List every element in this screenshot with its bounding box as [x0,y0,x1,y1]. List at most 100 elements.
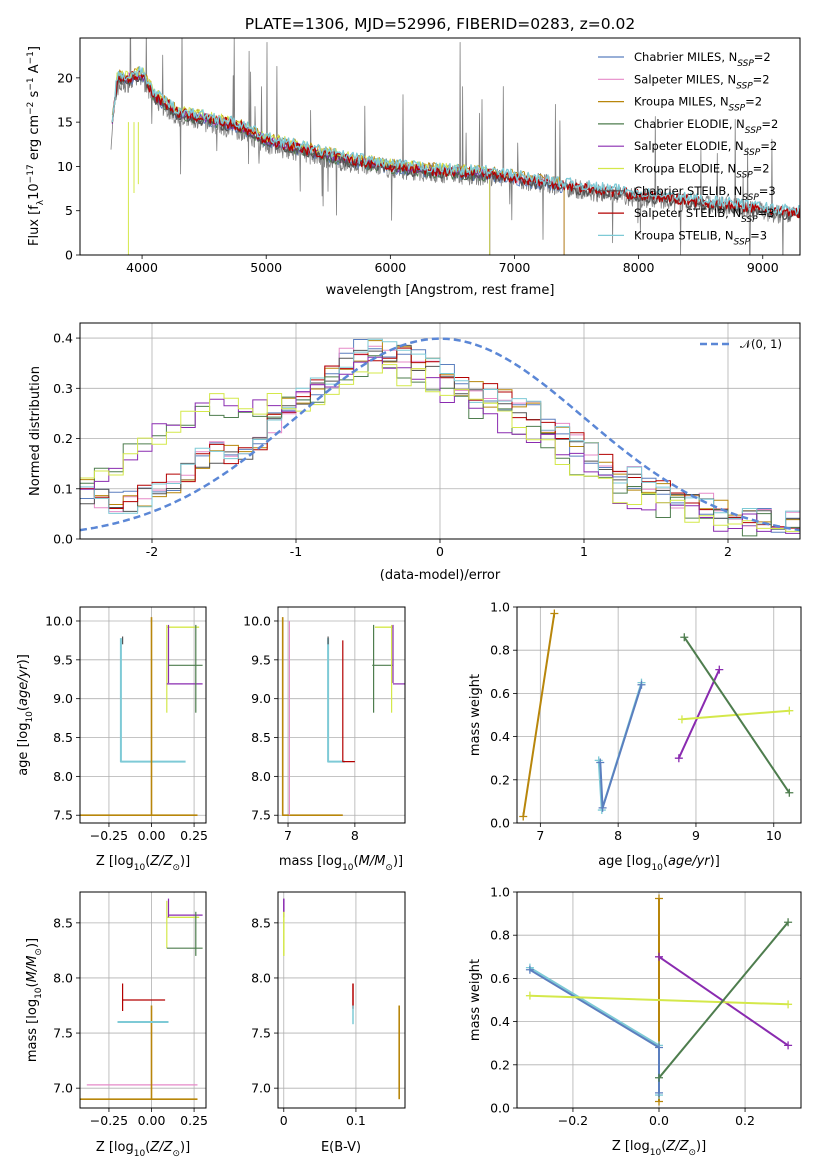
data-point [655,894,663,903]
x-tick-label: 0.0 [649,1113,669,1128]
grid [278,607,405,823]
y-axis-label: mass weight [468,674,483,756]
axes-frame [277,891,406,1109]
mass-vs-metallicity-panel: −0.25 0.00 0.25 7.0 7.5 8.0 8.5 Z [log10(Z/Z⊙)]… [25,891,208,1159]
axes-frame [79,606,207,824]
axes-frame [516,606,802,824]
axes-frame [516,891,802,1109]
x-tick-label: 7 [536,828,544,843]
y-tick-label: 8.0 [251,970,271,985]
axes-frame [79,322,801,540]
x-tick-label: 0 [280,1113,288,1128]
marker-line-2 [281,617,343,816]
y-tick-label: 20 [57,70,73,85]
mass-vs-ebv-panel: 0 0.1 7.0 7.5 8.0 8.5 E(B-V) [251,891,406,1155]
data-point [596,758,605,767]
x-axis-label: (data-model)/error [380,568,501,583]
histogram-elodie-2 [80,364,800,532]
data-point [677,715,686,724]
plot-area [519,609,794,821]
legend-entry: Salpeter STELIB, NSSP=3 [634,206,775,225]
data-point [674,754,683,763]
y-tick-label: 0.2 [490,772,510,787]
x-tick-label: −0.25 [90,1113,128,1128]
y-tick-label: 0.0 [53,532,73,547]
y-tick-label: 7.5 [53,1026,73,1041]
data-point [655,952,663,961]
weight-series-5 [683,636,791,794]
x-tick-label: 5000 [250,260,282,275]
weight-series-1 [529,966,660,1095]
legend-entry: Kroupa ELODIE, NSSP=2 [634,162,770,181]
x-axis-label: wavelength [Angstrom, rest frame] [326,283,555,298]
plot-area [281,617,405,816]
plot-area [80,337,800,537]
y-tick-label: 0 [65,248,73,263]
y-tick-label: 8.5 [251,915,271,930]
y-tick-label: 15 [57,115,73,130]
y-tick-label: 7.0 [53,1081,73,1096]
normal-reference-curve [80,337,800,532]
y-tick-label: 8.0 [251,769,271,784]
x-tick-label: 0 [436,544,444,559]
x-tick-label: 0.1 [346,1113,366,1128]
model-spectrum-5 [111,67,491,255]
y-tick-label: 8.5 [53,915,73,930]
y-tick-label: 0.6 [490,971,510,986]
y-tick-label: 0.8 [490,643,510,658]
legend-entry: Kroupa MILES, NSSP=2 [634,95,762,114]
legend: Chabrier MILES, NSSP=2 Salpeter MILES, NS… [598,50,778,247]
x-tick-label: 7 [284,828,292,843]
grid [80,607,206,823]
weight-series-3 [677,669,721,759]
spectrum-panel: 4000 5000 6000 7000 8000 9000 0 5 10 15 20 waveleng… [26,37,801,298]
y-tick-label: 9.0 [251,691,271,706]
weight-vs-metallicity-panel: −0.2 0.0 0.2 0.0 0.2 0.4 0.6 0.8 1.0 Z [log10(Z/Z… [468,885,802,1158]
weight-series-2 [529,968,660,1093]
marker-line-0 [327,638,345,763]
x-tick-label: 0.25 [180,1113,208,1128]
data-point [525,991,534,1000]
axes-frame [79,37,801,256]
y-tick-label: 9.5 [53,652,73,667]
legend-entry: Chabrier MILES, NSSP=2 [634,50,771,69]
x-tick-label: −0.2 [558,1113,588,1128]
y-tick-label: 0.2 [490,1057,510,1072]
marker-line-0 [119,638,186,763]
legend-entry: 𝒩(0, 1) [740,337,782,351]
legend-entry: Salpeter MILES, NSSP=2 [634,72,770,91]
grid [80,323,800,540]
model-spectrum-0 [111,73,565,255]
y-tick-label: 0.4 [490,729,510,744]
y-tick-label: 0.4 [490,1014,510,1029]
x-axis-label: mass [log10(M/M⊙)] [279,854,403,873]
x-tick-label: 0.25 [180,828,208,843]
y-tick-label: 7.5 [53,808,73,823]
y-tick-label: 0.8 [490,928,510,943]
y-tick-label: 0.0 [490,1101,510,1116]
x-tick-label: 0.00 [138,1113,166,1128]
data-point [655,1088,663,1097]
plot-area [110,38,800,255]
y-tick-label: 0.2 [53,431,73,446]
age-vs-mass-panel: 7 8 7.5 8.0 8.5 9.0 9.5 10.0 mass [log10(M/M⊙)] [243,606,406,873]
y-tick-label: 8.5 [53,730,73,745]
y-tick-label: 1.0 [490,600,510,615]
y-axis-label: age [log10(age/yr)] [16,654,35,776]
x-axis-label: Z [log10(Z/Z⊙)] [612,1139,706,1158]
x-axis-label: Z [log10(Z/Z⊙)] [96,854,190,873]
y-tick-label: 10 [57,159,73,174]
data-point [598,803,607,812]
x-tick-label: 1 [580,544,588,559]
histogram-elodie-1 [80,356,800,534]
x-tick-label: 4000 [126,260,158,275]
age-vs-metallicity-panel: −0.25 0.00 0.25 7.5 8.0 8.5 9.0 9.5 10.0 Z [log10… [16,606,208,873]
data-point [637,680,646,689]
x-tick-label: 2 [724,544,732,559]
plot-area [80,617,203,816]
y-tick-label: 7.5 [251,808,271,823]
x-tick-label: 8 [351,828,359,843]
y-tick-label: 8.5 [251,730,271,745]
plot-area [80,898,203,1100]
y-tick-label: 0.4 [53,331,73,346]
